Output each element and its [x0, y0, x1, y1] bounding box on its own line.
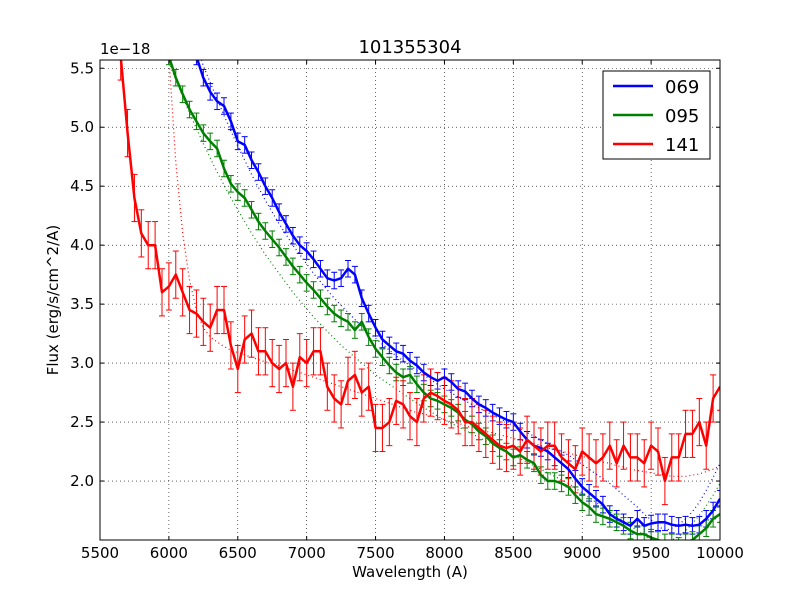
y-axis-label: Flux (erg/s/cm^2/A): [44, 225, 62, 376]
x-tick-label: 10000: [696, 544, 744, 562]
x-tick-label: 5500: [81, 544, 119, 562]
y-tick-label: 3.5: [70, 295, 94, 313]
x-tick-label: 8000: [425, 544, 463, 562]
y-tick-label: 2.0: [70, 472, 94, 490]
x-tick-label: 9000: [563, 544, 601, 562]
ticks: 5500 6000 6500 7000 7500 8000 8500 9000 9500 1000…: [70, 59, 744, 562]
legend: 069 095 141: [602, 70, 711, 160]
x-tick-label: 6500: [219, 544, 257, 562]
error-bars: [117, 60, 720, 540]
x-tick-label: 9500: [632, 544, 670, 562]
legend-label-069: 069: [665, 77, 699, 98]
x-axis-label: Wavelength (A): [352, 563, 468, 581]
series-line-095: [168, 60, 720, 540]
x-tick-label: 7500: [356, 544, 394, 562]
y-scale-offset: 1e−18: [100, 40, 150, 58]
y-tick-label: 3.0: [70, 354, 94, 372]
y-tick-label: 4.0: [70, 236, 94, 254]
axes-frame: [99, 59, 721, 541]
x-tick-label: 7000: [288, 544, 326, 562]
legend-label-141: 141: [665, 135, 699, 156]
x-tick-label: 6000: [150, 544, 188, 562]
y-tick-label: 5.5: [70, 59, 94, 77]
series-line-141: [119, 60, 720, 483]
y-tick-label: 4.5: [70, 177, 94, 195]
legend-label-095: 095: [665, 106, 699, 127]
series-line-069: [196, 60, 720, 528]
y-tick-label: 5.0: [70, 118, 94, 136]
chart-title: 101355304: [358, 37, 461, 58]
y-tick-label: 2.5: [70, 413, 94, 431]
series-lines: [119, 60, 720, 540]
x-tick-label: 8500: [494, 544, 532, 562]
